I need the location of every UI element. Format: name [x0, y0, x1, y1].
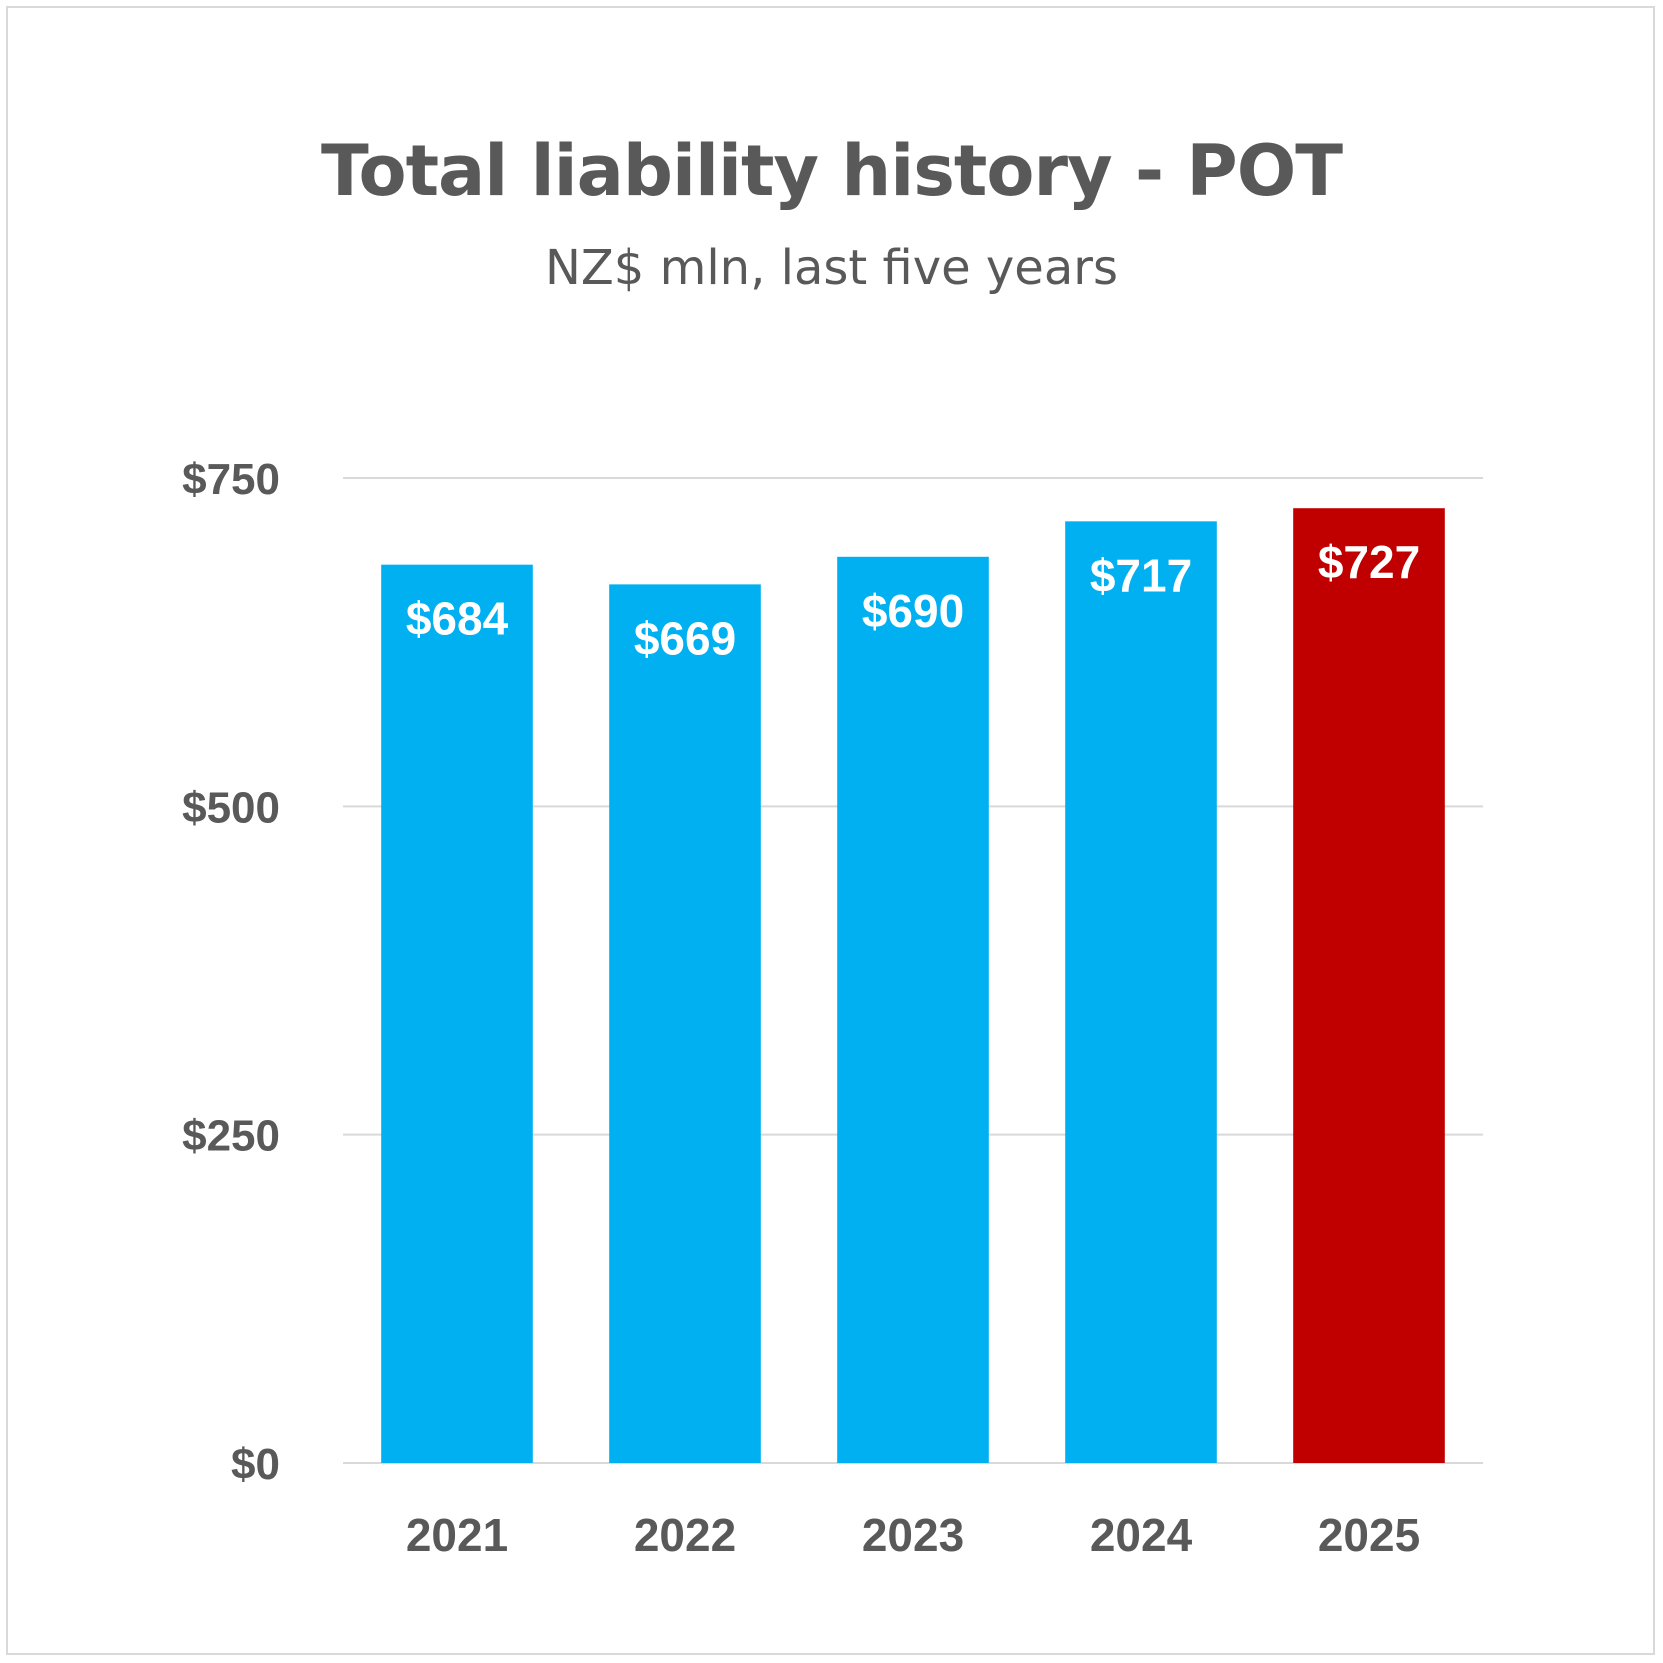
x-tick-label: 2025 — [1318, 1509, 1420, 1561]
bar-2023 — [837, 556, 989, 1463]
bar-value-label: $690 — [862, 585, 964, 637]
y-tick-label: $500 — [182, 783, 280, 832]
y-axis-ticks: $0 $250 $500 $750 — [182, 455, 280, 1489]
x-tick-label: 2023 — [862, 1509, 964, 1561]
y-tick-label: $0 — [231, 1440, 280, 1489]
bar-2025 — [1293, 508, 1445, 1463]
bar-data-labels: $684 $669 $690 $717 $727 — [406, 536, 1420, 664]
chart-subtitle: NZ$ mln, last five years — [545, 240, 1118, 296]
bar-2022 — [609, 584, 761, 1463]
chart-title: Total liability history - POT — [321, 130, 1343, 212]
bars — [381, 508, 1445, 1463]
x-tick-label: 2024 — [1090, 1509, 1193, 1561]
bar-2021 — [381, 564, 533, 1463]
y-tick-label: $750 — [182, 455, 280, 504]
bar-value-label: $727 — [1318, 536, 1420, 588]
bar-2024 — [1065, 521, 1217, 1463]
x-axis-ticks: 2021 2022 2023 2024 2025 — [406, 1509, 1420, 1561]
x-tick-label: 2021 — [406, 1509, 508, 1561]
y-tick-label: $250 — [182, 1112, 280, 1161]
x-tick-label: 2022 — [634, 1509, 736, 1561]
bar-value-label: $669 — [634, 612, 736, 664]
bar-value-label: $717 — [1090, 549, 1192, 601]
bar-value-label: $684 — [406, 593, 509, 645]
